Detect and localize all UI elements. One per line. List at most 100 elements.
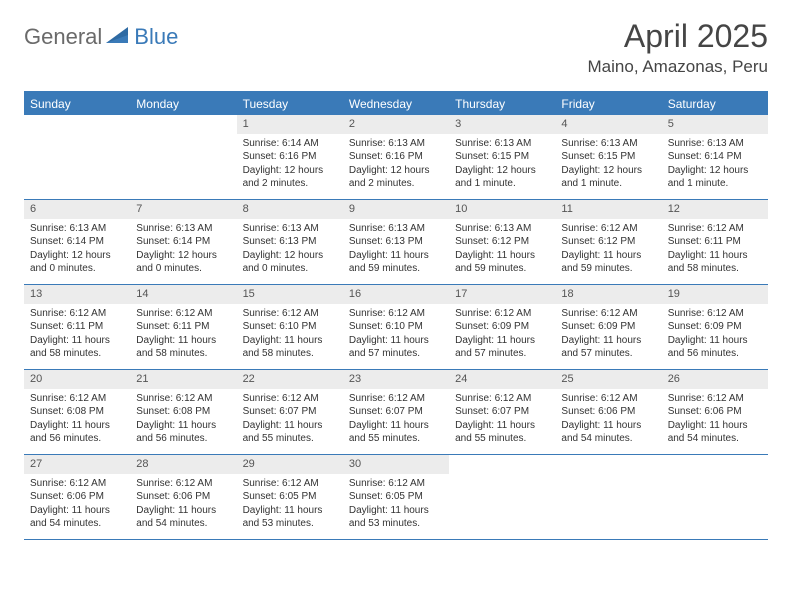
day-body: Sunrise: 6:12 AMSunset: 6:06 PMDaylight:… (130, 474, 236, 535)
day-sunset: Sunset: 6:12 PM (455, 235, 549, 249)
day-sunrise: Sunrise: 6:12 AM (30, 477, 124, 491)
day-number: 20 (24, 370, 130, 389)
day-daylight: Daylight: 11 hours and 54 minutes. (136, 504, 230, 531)
day-body: Sunrise: 6:13 AMSunset: 6:15 PMDaylight:… (555, 134, 661, 195)
day-sunrise: Sunrise: 6:12 AM (136, 307, 230, 321)
day-sunrise: Sunrise: 6:13 AM (243, 222, 337, 236)
day-sunset: Sunset: 6:15 PM (561, 150, 655, 164)
day-daylight: Daylight: 11 hours and 56 minutes. (136, 419, 230, 446)
week-row: 13Sunrise: 6:12 AMSunset: 6:11 PMDayligh… (24, 285, 768, 370)
day-body: Sunrise: 6:13 AMSunset: 6:13 PMDaylight:… (237, 219, 343, 280)
day-cell: 22Sunrise: 6:12 AMSunset: 6:07 PMDayligh… (237, 370, 343, 454)
day-sunset: Sunset: 6:11 PM (30, 320, 124, 334)
day-sunset: Sunset: 6:14 PM (30, 235, 124, 249)
day-daylight: Daylight: 11 hours and 54 minutes. (668, 419, 762, 446)
day-sunrise: Sunrise: 6:13 AM (349, 222, 443, 236)
day-cell: 18Sunrise: 6:12 AMSunset: 6:09 PMDayligh… (555, 285, 661, 369)
day-sunset: Sunset: 6:06 PM (561, 405, 655, 419)
day-body: Sunrise: 6:12 AMSunset: 6:08 PMDaylight:… (24, 389, 130, 450)
day-daylight: Daylight: 11 hours and 53 minutes. (349, 504, 443, 531)
day-sunset: Sunset: 6:15 PM (455, 150, 549, 164)
day-body: Sunrise: 6:12 AMSunset: 6:07 PMDaylight:… (343, 389, 449, 450)
day-sunset: Sunset: 6:14 PM (136, 235, 230, 249)
day-body: Sunrise: 6:12 AMSunset: 6:06 PMDaylight:… (555, 389, 661, 450)
day-number: 16 (343, 285, 449, 304)
day-number: 10 (449, 200, 555, 219)
day-number: 27 (24, 455, 130, 474)
day-sunset: Sunset: 6:07 PM (349, 405, 443, 419)
day-body: Sunrise: 6:12 AMSunset: 6:06 PMDaylight:… (662, 389, 768, 450)
day-sunset: Sunset: 6:09 PM (668, 320, 762, 334)
day-cell: 25Sunrise: 6:12 AMSunset: 6:06 PMDayligh… (555, 370, 661, 454)
day-sunrise: Sunrise: 6:12 AM (349, 477, 443, 491)
day-body: Sunrise: 6:12 AMSunset: 6:05 PMDaylight:… (237, 474, 343, 535)
day-daylight: Daylight: 12 hours and 2 minutes. (243, 164, 337, 191)
day-daylight: Daylight: 11 hours and 58 minutes. (30, 334, 124, 361)
day-sunset: Sunset: 6:07 PM (243, 405, 337, 419)
day-number: 14 (130, 285, 236, 304)
day-number: 3 (449, 115, 555, 134)
day-sunset: Sunset: 6:08 PM (30, 405, 124, 419)
day-daylight: Daylight: 11 hours and 59 minutes. (455, 249, 549, 276)
day-number: 11 (555, 200, 661, 219)
day-cell: 4Sunrise: 6:13 AMSunset: 6:15 PMDaylight… (555, 115, 661, 199)
day-sunset: Sunset: 6:11 PM (136, 320, 230, 334)
day-number: 21 (130, 370, 236, 389)
day-sunrise: Sunrise: 6:13 AM (668, 137, 762, 151)
day-sunset: Sunset: 6:14 PM (668, 150, 762, 164)
day-sunset: Sunset: 6:06 PM (136, 490, 230, 504)
day-cell-empty (449, 455, 555, 539)
day-cell: 23Sunrise: 6:12 AMSunset: 6:07 PMDayligh… (343, 370, 449, 454)
day-sunrise: Sunrise: 6:12 AM (136, 392, 230, 406)
day-daylight: Daylight: 11 hours and 56 minutes. (30, 419, 124, 446)
day-cell: 17Sunrise: 6:12 AMSunset: 6:09 PMDayligh… (449, 285, 555, 369)
day-daylight: Daylight: 12 hours and 2 minutes. (349, 164, 443, 191)
brand-word-2: Blue (134, 24, 178, 50)
day-number: 13 (24, 285, 130, 304)
day-cell-empty (130, 115, 236, 199)
day-sunset: Sunset: 6:11 PM (668, 235, 762, 249)
day-sunrise: Sunrise: 6:13 AM (30, 222, 124, 236)
day-daylight: Daylight: 11 hours and 55 minutes. (243, 419, 337, 446)
day-sunset: Sunset: 6:05 PM (349, 490, 443, 504)
day-cell: 10Sunrise: 6:13 AMSunset: 6:12 PMDayligh… (449, 200, 555, 284)
day-cell: 8Sunrise: 6:13 AMSunset: 6:13 PMDaylight… (237, 200, 343, 284)
day-sunrise: Sunrise: 6:12 AM (243, 477, 337, 491)
day-daylight: Daylight: 11 hours and 58 minutes. (136, 334, 230, 361)
day-body: Sunrise: 6:12 AMSunset: 6:09 PMDaylight:… (662, 304, 768, 365)
day-cell: 6Sunrise: 6:13 AMSunset: 6:14 PMDaylight… (24, 200, 130, 284)
day-body: Sunrise: 6:12 AMSunset: 6:08 PMDaylight:… (130, 389, 236, 450)
day-sunrise: Sunrise: 6:12 AM (561, 307, 655, 321)
day-number: 15 (237, 285, 343, 304)
day-sunrise: Sunrise: 6:12 AM (668, 222, 762, 236)
day-number: 5 (662, 115, 768, 134)
day-sunrise: Sunrise: 6:12 AM (668, 392, 762, 406)
day-cell: 30Sunrise: 6:12 AMSunset: 6:05 PMDayligh… (343, 455, 449, 539)
day-cell: 20Sunrise: 6:12 AMSunset: 6:08 PMDayligh… (24, 370, 130, 454)
day-daylight: Daylight: 11 hours and 54 minutes. (561, 419, 655, 446)
day-sunset: Sunset: 6:07 PM (455, 405, 549, 419)
day-daylight: Daylight: 12 hours and 1 minute. (455, 164, 549, 191)
brand-word-1: General (24, 24, 102, 50)
week-row: 6Sunrise: 6:13 AMSunset: 6:14 PMDaylight… (24, 200, 768, 285)
weekday-header: Monday (130, 93, 236, 115)
day-sunrise: Sunrise: 6:12 AM (136, 477, 230, 491)
day-sunrise: Sunrise: 6:13 AM (561, 137, 655, 151)
day-sunrise: Sunrise: 6:12 AM (30, 307, 124, 321)
day-daylight: Daylight: 11 hours and 54 minutes. (30, 504, 124, 531)
day-cell: 2Sunrise: 6:13 AMSunset: 6:16 PMDaylight… (343, 115, 449, 199)
day-sunset: Sunset: 6:08 PM (136, 405, 230, 419)
weekday-header: Friday (555, 93, 661, 115)
weekday-header: Wednesday (343, 93, 449, 115)
day-cell: 15Sunrise: 6:12 AMSunset: 6:10 PMDayligh… (237, 285, 343, 369)
day-cell: 16Sunrise: 6:12 AMSunset: 6:10 PMDayligh… (343, 285, 449, 369)
day-sunrise: Sunrise: 6:12 AM (455, 307, 549, 321)
day-number: 9 (343, 200, 449, 219)
day-sunrise: Sunrise: 6:12 AM (561, 392, 655, 406)
day-daylight: Daylight: 11 hours and 56 minutes. (668, 334, 762, 361)
week-row: 20Sunrise: 6:12 AMSunset: 6:08 PMDayligh… (24, 370, 768, 455)
day-daylight: Daylight: 11 hours and 57 minutes. (561, 334, 655, 361)
day-sunrise: Sunrise: 6:13 AM (455, 137, 549, 151)
day-number: 17 (449, 285, 555, 304)
day-daylight: Daylight: 11 hours and 58 minutes. (243, 334, 337, 361)
